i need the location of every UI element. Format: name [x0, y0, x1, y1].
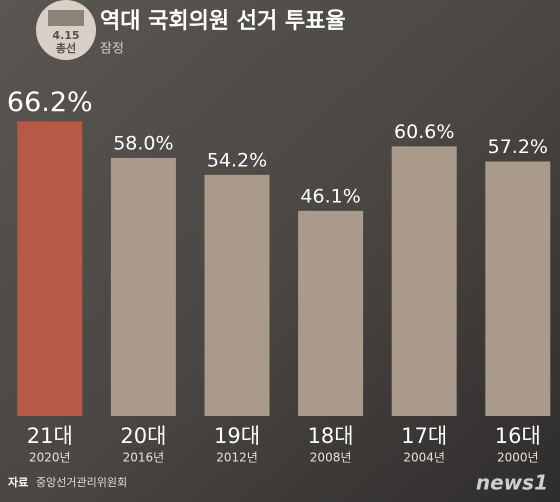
- value-label: 66.2%: [7, 87, 93, 118]
- bar: [391, 146, 457, 416]
- bar: [485, 161, 551, 416]
- badge-date: 4.15: [52, 29, 79, 42]
- x-tick-sublabel: 2016년: [123, 451, 165, 465]
- x-tick-label: 19대: [214, 424, 260, 448]
- value-label: 54.2%: [207, 149, 267, 171]
- x-tick-sublabel: 2012년: [216, 451, 258, 465]
- bar: [110, 157, 176, 416]
- chart-subtitle: 잠정: [100, 42, 124, 57]
- bar: [17, 121, 83, 416]
- x-tick-label: 16대: [495, 424, 541, 448]
- x-tick-sublabel: 2004년: [403, 451, 445, 465]
- chart-title: 역대 국회의원 선거 투표율: [100, 9, 346, 34]
- badge-label: 총선: [56, 41, 76, 55]
- bar: [298, 210, 364, 416]
- value-label: 60.6%: [394, 121, 454, 143]
- value-label: 46.1%: [300, 185, 360, 207]
- x-tick-label: 20대: [120, 424, 166, 448]
- value-label: 58.0%: [113, 132, 173, 154]
- x-tick-sublabel: 2008년: [310, 451, 352, 465]
- x-tick-label: 21대: [27, 424, 73, 448]
- watermark: news1: [476, 471, 548, 495]
- bar: [204, 174, 270, 416]
- source-label: 자료: [8, 475, 28, 489]
- source-text: 중앙선거관리위원회: [36, 476, 127, 489]
- x-tick-label: 18대: [308, 424, 354, 448]
- x-tick-label: 17대: [401, 424, 447, 448]
- badge-icon: [48, 10, 84, 26]
- value-label: 57.2%: [488, 136, 548, 158]
- x-tick-sublabel: 2020년: [29, 451, 71, 465]
- x-tick-sublabel: 2000년: [497, 451, 539, 465]
